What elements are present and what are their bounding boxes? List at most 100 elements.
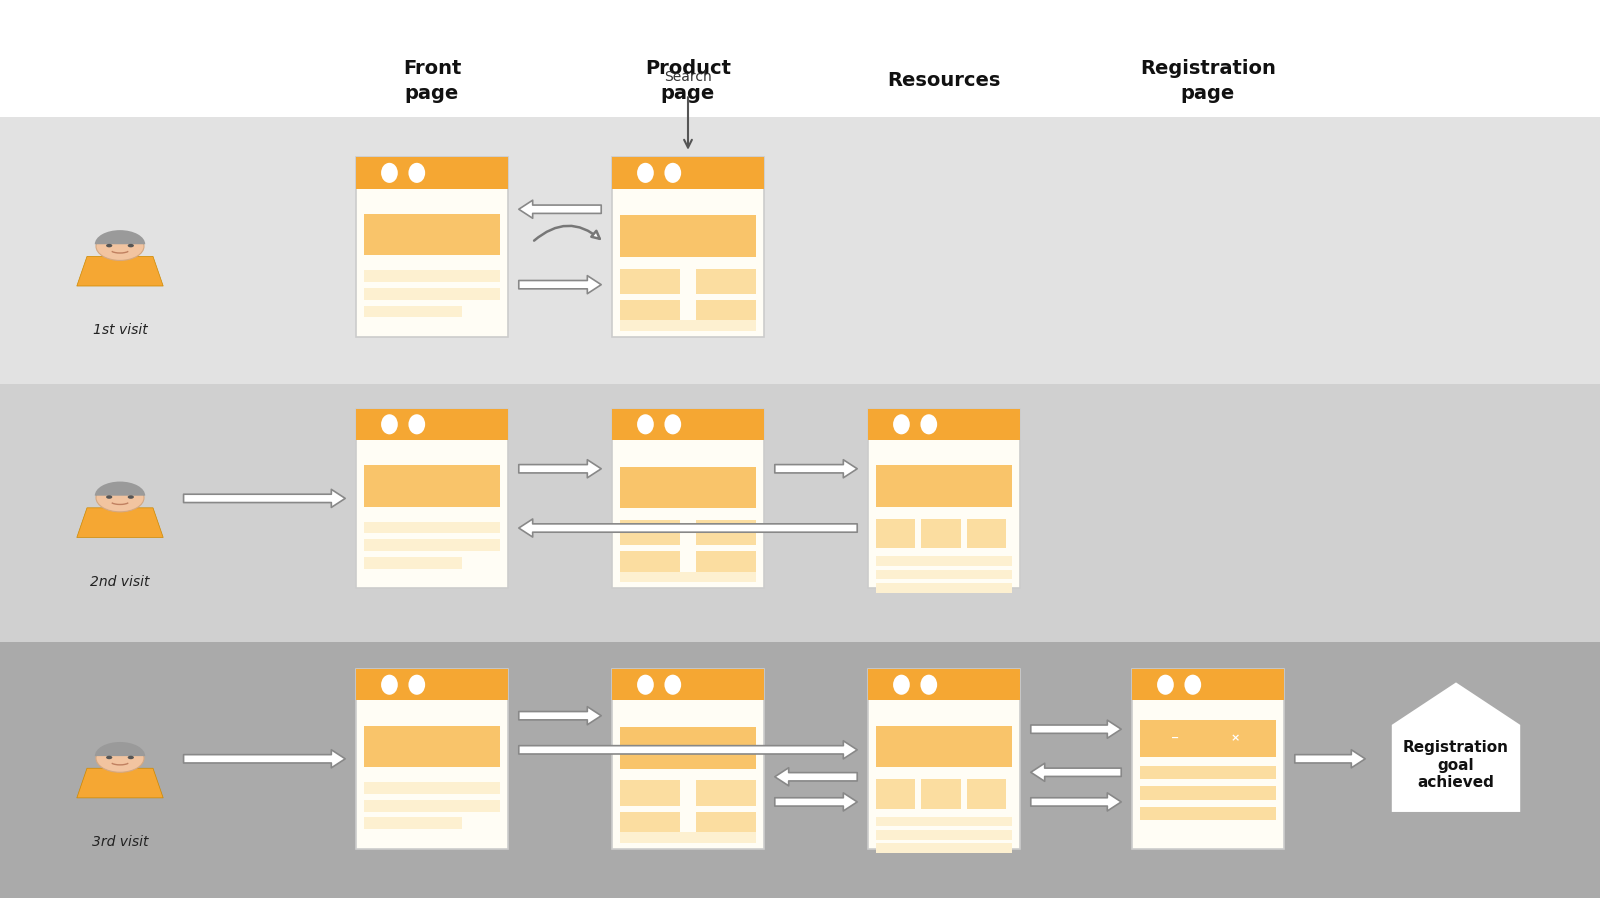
FancyArrowPatch shape: [184, 489, 346, 507]
Bar: [875, 557, 1013, 566]
Ellipse shape: [96, 483, 144, 512]
Ellipse shape: [920, 414, 938, 435]
Ellipse shape: [381, 163, 398, 183]
FancyArrowPatch shape: [518, 200, 602, 218]
Bar: [619, 572, 757, 582]
FancyArrowPatch shape: [518, 519, 858, 537]
Bar: [1139, 807, 1277, 821]
Ellipse shape: [1157, 674, 1174, 695]
FancyArrowPatch shape: [518, 707, 602, 725]
Bar: [363, 465, 501, 506]
Bar: [1139, 719, 1277, 757]
Ellipse shape: [664, 674, 682, 695]
Ellipse shape: [664, 414, 682, 435]
Text: −: −: [1171, 734, 1179, 744]
Ellipse shape: [893, 414, 910, 435]
Text: Product
page: Product page: [645, 59, 731, 102]
Bar: [966, 518, 1006, 548]
Ellipse shape: [637, 163, 654, 183]
Bar: [611, 669, 765, 700]
Bar: [696, 269, 757, 294]
Circle shape: [106, 756, 112, 759]
FancyArrowPatch shape: [518, 741, 858, 759]
Bar: [875, 830, 1013, 840]
Bar: [363, 540, 501, 551]
Bar: [696, 780, 757, 806]
FancyBboxPatch shape: [357, 409, 509, 588]
Bar: [363, 726, 501, 767]
Bar: [357, 669, 509, 700]
Bar: [867, 669, 1021, 700]
Bar: [696, 551, 757, 577]
Bar: [875, 779, 915, 808]
Wedge shape: [94, 481, 146, 496]
Text: ×: ×: [1230, 734, 1240, 744]
Wedge shape: [94, 230, 146, 244]
Bar: [619, 727, 757, 769]
Bar: [363, 557, 462, 569]
FancyArrowPatch shape: [518, 276, 602, 294]
Bar: [875, 583, 1013, 593]
Circle shape: [128, 496, 134, 498]
Bar: [363, 782, 501, 794]
Bar: [363, 800, 501, 812]
Text: Registration
page: Registration page: [1141, 59, 1275, 102]
FancyArrowPatch shape: [184, 750, 346, 768]
Ellipse shape: [637, 414, 654, 435]
Text: 2nd visit: 2nd visit: [90, 575, 150, 589]
FancyBboxPatch shape: [1133, 669, 1283, 849]
Bar: [875, 465, 1013, 506]
Bar: [0, 642, 1600, 898]
Bar: [867, 409, 1021, 440]
Bar: [875, 817, 1013, 826]
Circle shape: [128, 756, 134, 759]
Bar: [619, 300, 680, 325]
Ellipse shape: [408, 674, 426, 695]
Bar: [966, 779, 1006, 808]
FancyArrowPatch shape: [774, 793, 858, 811]
Bar: [357, 409, 509, 440]
Wedge shape: [94, 742, 146, 756]
Bar: [611, 157, 765, 189]
Text: Search: Search: [664, 69, 712, 84]
FancyArrowPatch shape: [774, 460, 858, 478]
Bar: [619, 832, 757, 842]
Bar: [696, 812, 757, 837]
Ellipse shape: [893, 674, 910, 695]
FancyArrowPatch shape: [1030, 763, 1122, 781]
Text: 1st visit: 1st visit: [93, 323, 147, 338]
Polygon shape: [77, 769, 163, 798]
Bar: [1139, 787, 1277, 800]
Bar: [922, 518, 960, 548]
Ellipse shape: [637, 674, 654, 695]
Bar: [357, 157, 509, 189]
Bar: [922, 779, 960, 808]
Bar: [619, 321, 757, 330]
Polygon shape: [1390, 681, 1522, 814]
Bar: [619, 812, 680, 837]
Ellipse shape: [96, 232, 144, 260]
FancyArrowPatch shape: [1030, 793, 1122, 811]
FancyBboxPatch shape: [867, 409, 1021, 588]
Bar: [696, 520, 757, 545]
FancyBboxPatch shape: [357, 669, 509, 849]
Bar: [0, 384, 1600, 642]
Ellipse shape: [408, 414, 426, 435]
Ellipse shape: [920, 674, 938, 695]
Ellipse shape: [664, 163, 682, 183]
Bar: [875, 726, 1013, 767]
FancyBboxPatch shape: [611, 409, 765, 588]
Ellipse shape: [381, 414, 398, 435]
FancyBboxPatch shape: [611, 669, 765, 849]
Bar: [619, 780, 680, 806]
Bar: [619, 520, 680, 545]
FancyArrowPatch shape: [1030, 720, 1122, 738]
Bar: [875, 569, 1013, 579]
FancyBboxPatch shape: [611, 157, 765, 337]
Ellipse shape: [381, 674, 398, 695]
Bar: [363, 305, 462, 318]
Bar: [363, 270, 501, 282]
FancyArrowPatch shape: [1294, 750, 1365, 768]
Ellipse shape: [1184, 674, 1202, 695]
Bar: [875, 518, 915, 548]
